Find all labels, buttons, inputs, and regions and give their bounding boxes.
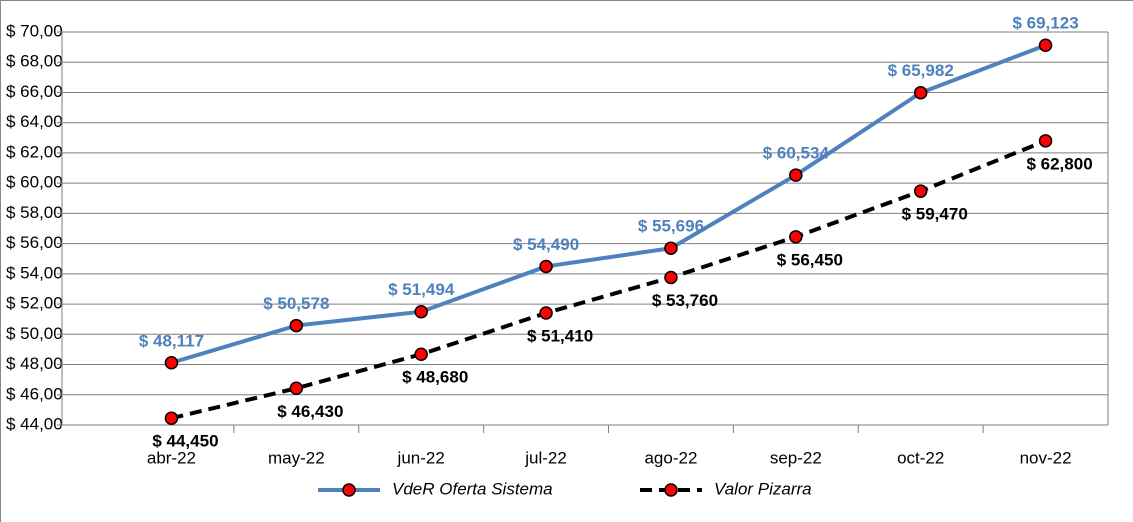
value-label: $ 55,696 [638, 217, 704, 236]
y-tick-label: $ 64,00 [6, 112, 63, 131]
marker [289, 318, 304, 333]
y-tick-label: $ 46,00 [6, 384, 63, 403]
y-tick-label: $ 58,00 [6, 203, 63, 222]
y-tick-label: $ 66,00 [6, 82, 63, 101]
legend-label: VdeR Oferta Sistema [392, 479, 553, 498]
value-label: $ 48,117 [139, 331, 204, 350]
series-line [170, 43, 1047, 365]
value-label: $ 46,430 [277, 402, 343, 421]
x-tick-label: sep-22 [770, 448, 822, 467]
y-tick-label: $ 52,00 [6, 294, 63, 313]
marker [1038, 38, 1053, 53]
y-tick-label: $ 50,00 [6, 324, 63, 343]
y-tick-label: $ 54,00 [6, 263, 63, 282]
marker [1038, 134, 1053, 148]
marker [164, 411, 179, 425]
x-tick-label: nov-22 [1020, 448, 1072, 467]
marker [789, 230, 803, 244]
x-tick-label: abr-22 [147, 448, 196, 467]
value-label: $ 60,534 [763, 144, 830, 163]
value-label: $ 54,490 [513, 235, 579, 254]
x-tick-label: jul-22 [524, 448, 567, 467]
y-tick-label: $ 48,00 [6, 354, 63, 373]
value-label: $ 50,578 [263, 294, 329, 313]
y-tick-label: $ 44,00 [6, 414, 63, 433]
marker [789, 168, 803, 182]
x-tick-label: oct-22 [897, 448, 944, 467]
legend-label: Valor Pizarra [714, 479, 812, 498]
y-tick-label: $ 62,00 [6, 142, 63, 161]
marker [414, 347, 428, 362]
series-line [170, 138, 1047, 421]
legend-marker [664, 483, 678, 497]
value-label: $ 65,982 [888, 61, 954, 80]
x-tick-label: may-22 [268, 448, 325, 467]
y-tick-label: $ 56,00 [6, 233, 63, 252]
legend-marker [342, 483, 356, 497]
marker [539, 306, 553, 320]
value-label: $ 51,494 [388, 280, 455, 299]
value-label: $ 56,450 [777, 250, 843, 269]
x-tick-label: ago-22 [644, 448, 697, 467]
y-tick-label: $ 68,00 [6, 52, 63, 71]
marker [164, 356, 179, 370]
y-tick-label: $ 70,00 [6, 21, 63, 40]
marker [913, 184, 928, 198]
value-label: $ 69,123 [1012, 14, 1078, 33]
value-label: $ 44,450 [152, 432, 218, 451]
value-label: $ 51,410 [527, 326, 593, 345]
value-label: $ 59,470 [902, 205, 968, 224]
marker [289, 381, 304, 396]
marker [664, 241, 678, 255]
marker [539, 259, 553, 274]
value-label: $ 48,680 [402, 368, 468, 387]
value-label: $ 62,800 [1026, 154, 1092, 173]
y-tick-label: $ 60,00 [6, 173, 63, 192]
marker [664, 270, 678, 285]
x-tick-label: jun-22 [397, 448, 445, 467]
marker [913, 85, 928, 100]
marker [414, 304, 428, 319]
value-label: $ 53,760 [652, 291, 718, 310]
